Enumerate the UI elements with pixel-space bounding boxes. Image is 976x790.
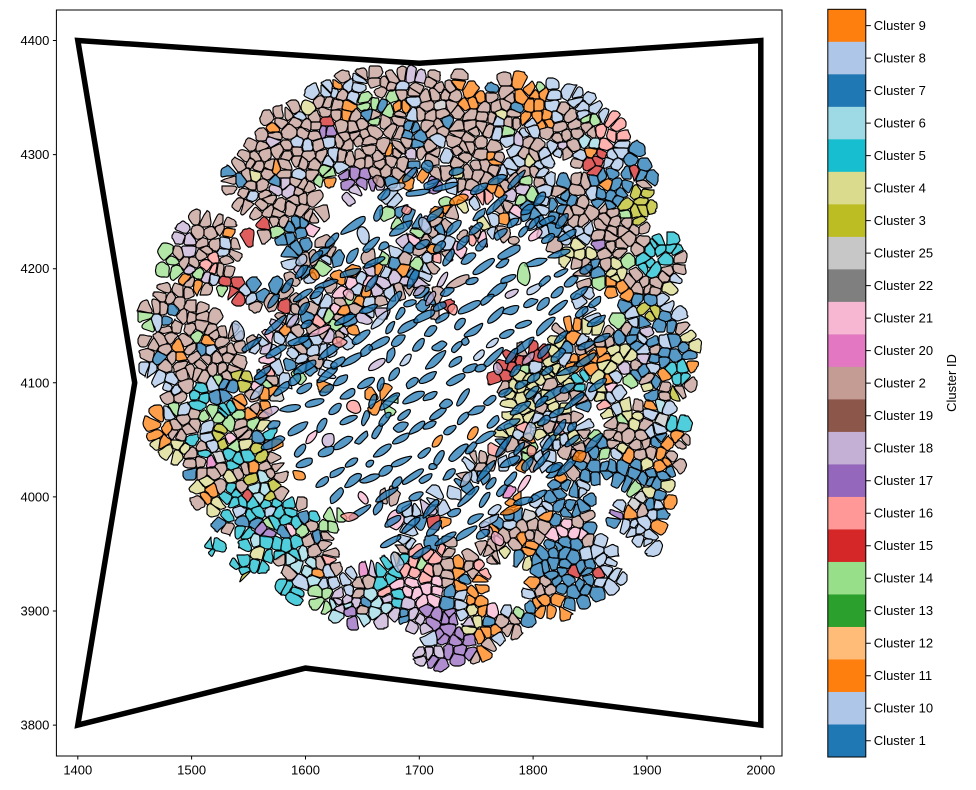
svg-text:Cluster 22: Cluster 22 <box>874 278 933 293</box>
svg-text:4300: 4300 <box>20 147 49 162</box>
svg-text:Cluster 1: Cluster 1 <box>874 733 926 748</box>
svg-text:1500: 1500 <box>177 763 206 778</box>
svg-text:Cluster ID: Cluster ID <box>944 354 959 412</box>
svg-text:Cluster 2: Cluster 2 <box>874 376 926 391</box>
svg-text:Cluster 12: Cluster 12 <box>874 636 933 651</box>
svg-text:Cluster 7: Cluster 7 <box>874 83 926 98</box>
svg-text:4000: 4000 <box>20 489 49 504</box>
svg-text:Cluster 18: Cluster 18 <box>874 441 933 456</box>
svg-text:3900: 3900 <box>20 604 49 619</box>
svg-text:4400: 4400 <box>20 33 49 48</box>
svg-text:1700: 1700 <box>405 763 434 778</box>
svg-text:Cluster 21: Cluster 21 <box>874 311 933 326</box>
svg-text:Cluster 11: Cluster 11 <box>874 668 932 683</box>
svg-text:2000: 2000 <box>746 763 775 778</box>
svg-text:3800: 3800 <box>20 718 49 733</box>
svg-text:Cluster 5: Cluster 5 <box>874 148 926 163</box>
svg-text:Cluster 13: Cluster 13 <box>874 603 933 618</box>
svg-text:1900: 1900 <box>633 763 662 778</box>
svg-text:Cluster 15: Cluster 15 <box>874 538 933 553</box>
svg-text:4100: 4100 <box>20 375 49 390</box>
svg-text:4200: 4200 <box>20 261 49 276</box>
svg-text:Cluster 20: Cluster 20 <box>874 343 933 358</box>
svg-text:Cluster 17: Cluster 17 <box>874 473 933 488</box>
svg-text:Cluster 19: Cluster 19 <box>874 408 933 423</box>
svg-text:Cluster 9: Cluster 9 <box>874 18 926 33</box>
svg-text:Cluster 8: Cluster 8 <box>874 51 926 66</box>
svg-text:1400: 1400 <box>63 763 92 778</box>
svg-text:Cluster 3: Cluster 3 <box>874 213 926 228</box>
svg-text:Cluster 14: Cluster 14 <box>874 571 933 586</box>
svg-text:Cluster 6: Cluster 6 <box>874 116 926 131</box>
svg-text:Cluster 16: Cluster 16 <box>874 506 933 521</box>
svg-text:1800: 1800 <box>519 763 548 778</box>
svg-text:Cluster 25: Cluster 25 <box>874 246 933 261</box>
svg-text:Cluster 10: Cluster 10 <box>874 701 933 716</box>
svg-text:Cluster 4: Cluster 4 <box>874 181 926 196</box>
svg-text:1600: 1600 <box>291 763 320 778</box>
